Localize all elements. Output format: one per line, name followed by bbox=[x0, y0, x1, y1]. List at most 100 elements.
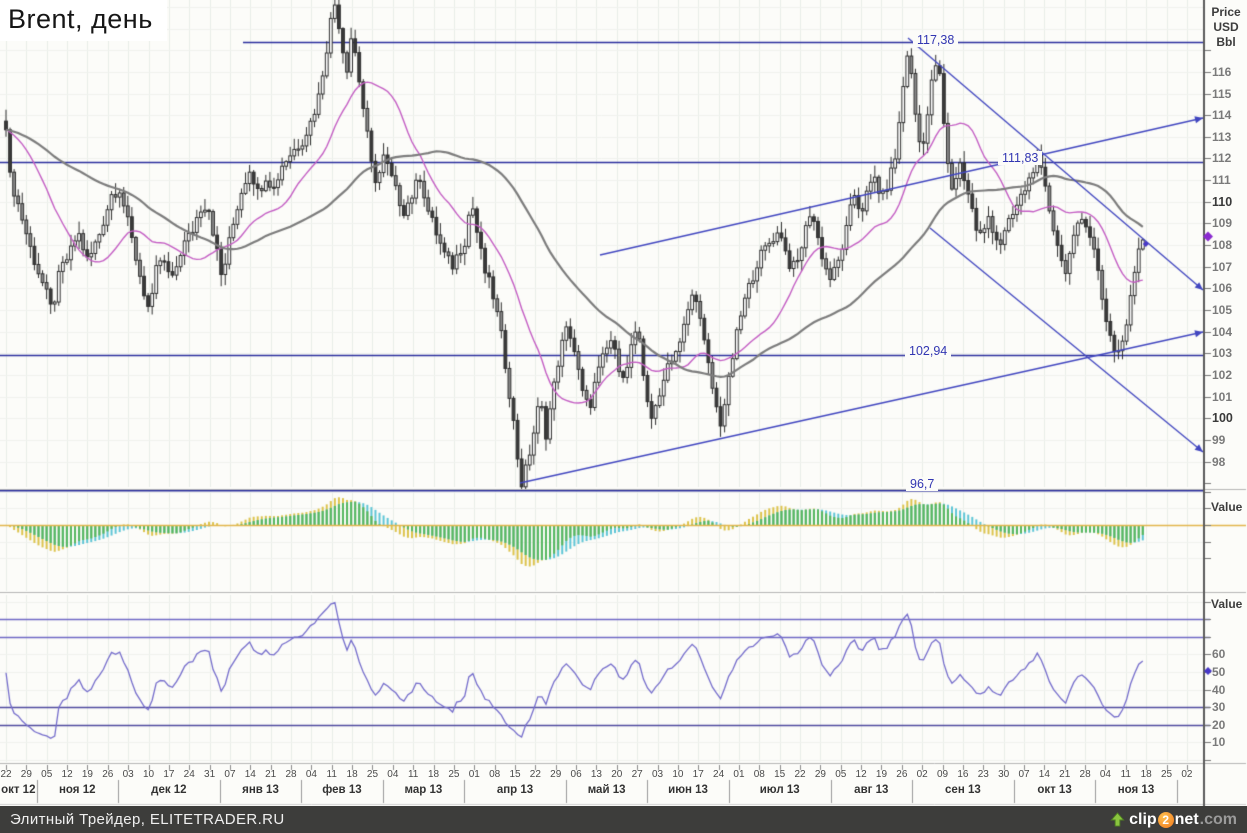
price-tick-101: 101 bbox=[1212, 389, 1233, 404]
x-tick-day: 14 bbox=[1038, 769, 1050, 780]
x-tick-day: 18 bbox=[427, 769, 440, 780]
x-axis-month-label: ноя 13 bbox=[1117, 784, 1155, 796]
x-axis-month-label: ноя 12 bbox=[58, 784, 96, 796]
price-tick-107: 107 bbox=[1212, 259, 1233, 274]
level-annotation-102-94: 102,94 bbox=[905, 344, 952, 358]
x-tick-day: 20 bbox=[611, 769, 623, 780]
clip2net-arrow-icon bbox=[1110, 812, 1125, 827]
level-annotation-96-7: 96,7 bbox=[906, 477, 939, 491]
x-tick-day: 25 bbox=[448, 769, 460, 780]
x-tick-day: 06 bbox=[570, 769, 582, 780]
logo-text-2: 2 bbox=[1157, 811, 1174, 828]
x-tick-day: 12 bbox=[61, 769, 73, 780]
price-tick-109: 109 bbox=[1212, 216, 1233, 231]
x-tick-day: 21 bbox=[265, 769, 277, 780]
x-tick-day: 04 bbox=[387, 769, 399, 780]
x-tick-day: 15 bbox=[774, 769, 786, 780]
price-tick-104: 104 bbox=[1212, 324, 1233, 339]
x-axis-month-label: июл 13 bbox=[759, 784, 800, 796]
x-axis-month-label: май 13 bbox=[587, 784, 626, 796]
x-tick-day: 02 bbox=[916, 769, 928, 780]
x-tick-day: 01 bbox=[468, 769, 480, 780]
chart-title: Brent, день bbox=[0, 0, 167, 41]
price-tick-115: 115 bbox=[1212, 86, 1232, 101]
logo-text-net: net bbox=[1174, 810, 1199, 828]
logo-text-clip: clip bbox=[1129, 810, 1157, 828]
macd-axis-label: Value bbox=[1211, 500, 1243, 514]
x-tick-day: 04 bbox=[305, 769, 317, 780]
x-tick-day: 08 bbox=[489, 769, 501, 780]
price-tick-100: 100 bbox=[1212, 411, 1233, 426]
price-tick-103: 103 bbox=[1212, 346, 1233, 361]
price-tick-111: 111 bbox=[1212, 173, 1231, 188]
price-tick-105: 105 bbox=[1212, 303, 1233, 318]
x-tick-day: 14 bbox=[244, 769, 256, 780]
x-tick-day: 29 bbox=[550, 769, 562, 780]
rsi-tick-20: 20 bbox=[1212, 717, 1226, 732]
x-tick-day: 01 bbox=[733, 769, 745, 780]
rsi-tick-60: 60 bbox=[1212, 647, 1226, 662]
x-tick-day: 22 bbox=[794, 769, 806, 780]
status-text: Элитный Трейдер, ELITETRADER.RU bbox=[10, 811, 285, 828]
x-tick-day: 07 bbox=[224, 769, 236, 780]
price-tick-98: 98 bbox=[1212, 454, 1226, 469]
x-tick-day: 09 bbox=[936, 769, 949, 780]
x-axis-month-label: дек 12 bbox=[151, 784, 187, 796]
x-tick-day: 29 bbox=[814, 769, 826, 780]
x-tick-day: 16 bbox=[957, 769, 969, 780]
x-tick-day: 23 bbox=[977, 769, 989, 780]
x-tick-day: 07 bbox=[1018, 769, 1030, 780]
price-axis-header: Price USD Bbl bbox=[1207, 5, 1245, 50]
x-tick-day: 02 bbox=[1181, 769, 1193, 780]
price-tick-102: 102 bbox=[1212, 367, 1233, 382]
price-tick-113: 113 bbox=[1212, 129, 1232, 144]
x-tick-day: 05 bbox=[41, 769, 53, 780]
x-tick-day: 15 bbox=[509, 769, 521, 780]
rsi-axis-label: Value bbox=[1211, 597, 1243, 611]
price-tick-106: 106 bbox=[1212, 281, 1233, 296]
price-axis-header-line: USD bbox=[1213, 20, 1239, 34]
x-tick-day: 21 bbox=[1059, 769, 1071, 780]
x-tick-day: 10 bbox=[672, 769, 684, 780]
price-tick-99: 99 bbox=[1212, 432, 1226, 447]
rsi-tick-50: 50 bbox=[1212, 665, 1226, 679]
x-axis-month-label: сен 13 bbox=[945, 784, 981, 796]
rsi-tick-10: 10 bbox=[1212, 735, 1226, 750]
x-tick-day: 26 bbox=[896, 769, 908, 780]
x-tick-day: 28 bbox=[1079, 769, 1091, 780]
level-annotation-111-83: 111,83 bbox=[998, 151, 1043, 165]
x-tick-day: 22 bbox=[0, 769, 12, 780]
x-tick-day: 11 bbox=[326, 769, 337, 780]
x-tick-day: 19 bbox=[81, 769, 93, 780]
x-axis-month-label: апр 13 bbox=[496, 784, 534, 796]
price-tick-116: 116 bbox=[1212, 64, 1232, 79]
x-axis-month-label: мар 13 bbox=[404, 784, 443, 796]
x-tick-day: 29 bbox=[20, 769, 32, 780]
x-tick-day: 28 bbox=[285, 769, 297, 780]
x-axis-month-label: авг 13 bbox=[854, 784, 889, 796]
level-annotation-117-38: 117,38 bbox=[913, 33, 959, 47]
x-tick-day: 11 bbox=[1120, 769, 1131, 780]
logo-text-com: .com bbox=[1199, 810, 1237, 828]
price-tick-110: 110 bbox=[1212, 194, 1233, 209]
x-axis-month-label: окт 12 bbox=[1, 784, 36, 796]
price-axis-header-line: Bbl bbox=[1216, 35, 1236, 49]
price-chart-canvas[interactable] bbox=[0, 0, 1247, 806]
price-tick-112: 112 bbox=[1212, 151, 1232, 166]
x-tick-day: 12 bbox=[855, 769, 867, 780]
x-tick-day: 17 bbox=[692, 769, 704, 780]
x-tick-day: 25 bbox=[1160, 769, 1173, 780]
x-tick-day: 18 bbox=[346, 769, 358, 780]
clip2net-logo[interactable]: clip 2 net .com bbox=[1110, 811, 1237, 829]
x-tick-day: 25 bbox=[366, 769, 379, 780]
x-tick-day: 30 bbox=[998, 769, 1010, 780]
x-tick-day: 10 bbox=[142, 769, 155, 780]
x-tick-day: 03 bbox=[651, 769, 664, 780]
x-tick-day: 08 bbox=[753, 769, 765, 780]
x-axis-month-label: янв 13 bbox=[242, 784, 279, 796]
x-tick-day: 24 bbox=[183, 769, 195, 780]
x-tick-day: 24 bbox=[713, 769, 725, 780]
price-tick-114: 114 bbox=[1212, 108, 1232, 123]
x-tick-day: 19 bbox=[875, 769, 888, 780]
x-axis-month-label: июн 13 bbox=[668, 784, 708, 796]
